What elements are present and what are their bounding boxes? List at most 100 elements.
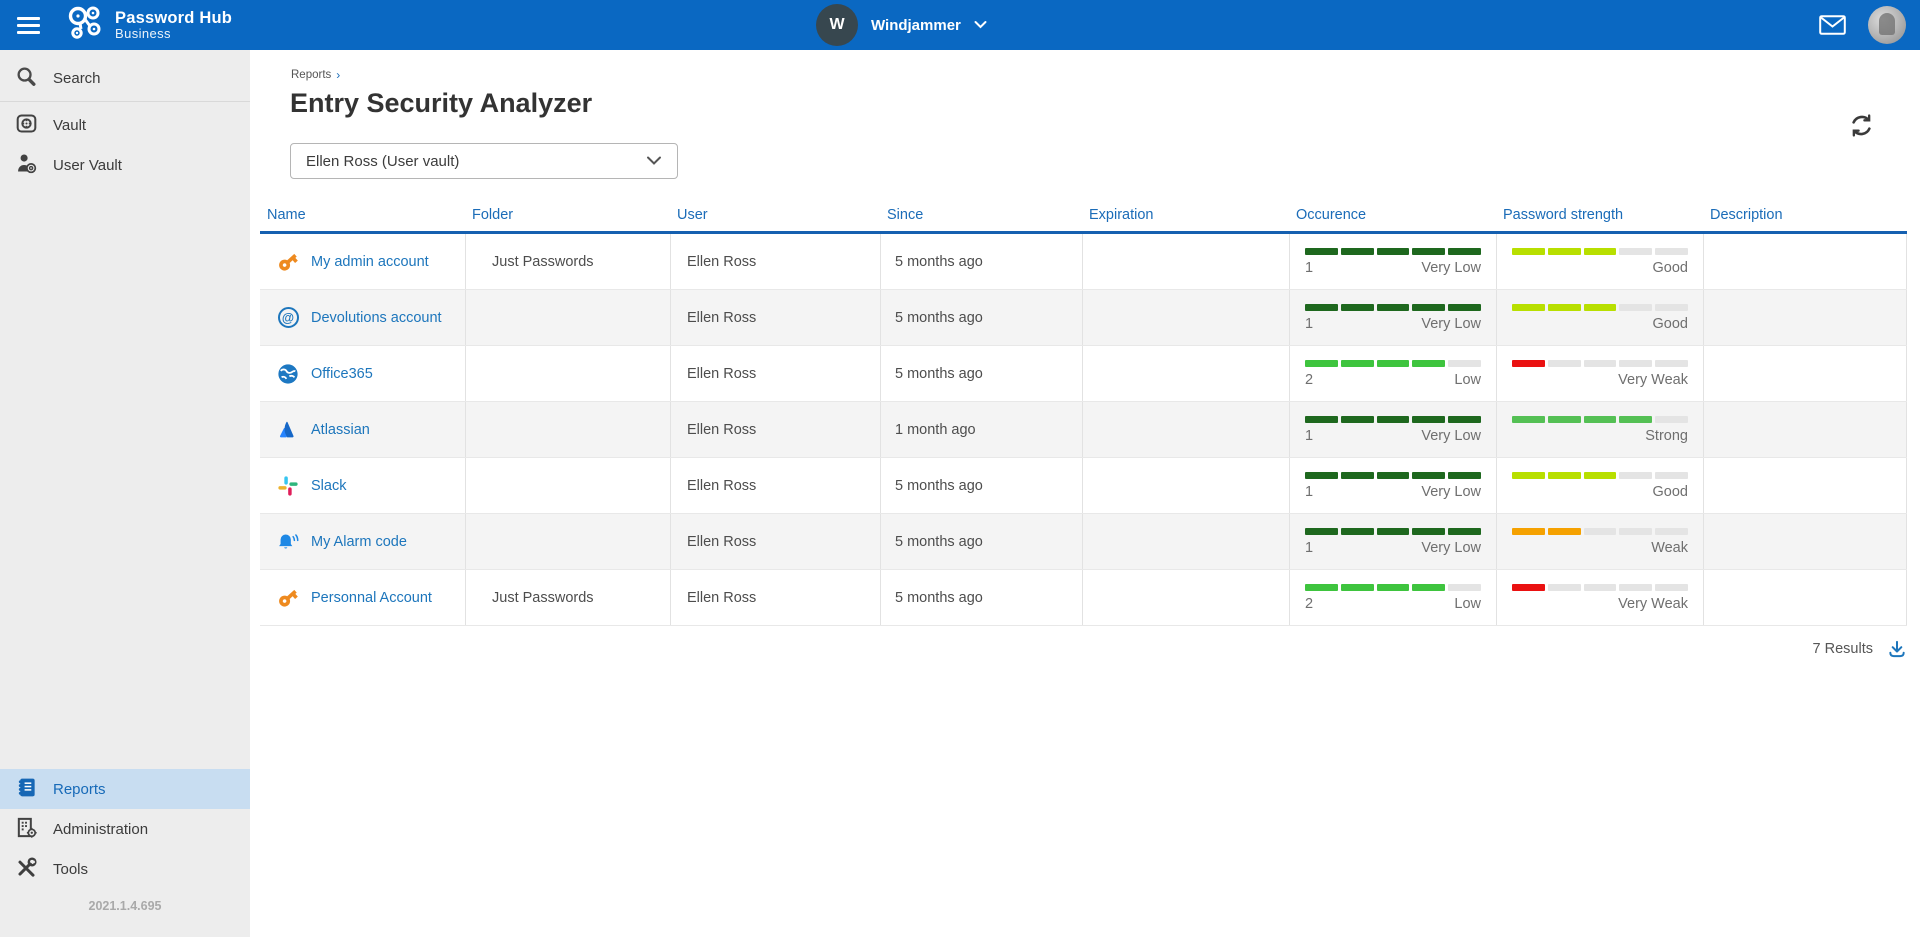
devolutions-icon: @	[277, 307, 299, 329]
occurrence-count: 1	[1305, 317, 1313, 332]
refresh-icon[interactable]	[1848, 112, 1875, 144]
password-strength-bar	[1512, 416, 1688, 423]
vault-selector-dropdown[interactable]: Ellen Ross (User vault)	[290, 143, 678, 179]
breadcrumb-reports-link[interactable]: Reports	[291, 69, 331, 81]
table-header-row: Name Folder User Since Expiration Occure…	[260, 201, 1907, 234]
occurrence-bar	[1305, 584, 1481, 591]
sidebar: Search Vault User Vault Reports	[0, 50, 250, 937]
results-count: 7 Results	[1813, 641, 1873, 657]
description-cell	[1703, 402, 1907, 457]
occurrence-level: Very Low	[1421, 429, 1481, 444]
user-avatar[interactable]	[1868, 6, 1906, 44]
chevron-down-icon	[646, 153, 662, 170]
column-header-since[interactable]: Since	[880, 201, 1082, 231]
description-cell	[1703, 514, 1907, 569]
description-cell	[1703, 458, 1907, 513]
table-row: Personnal Account Just Passwords Ellen R…	[260, 570, 1907, 626]
folder-cell	[465, 290, 670, 345]
entry-name-link[interactable]: My admin account	[311, 254, 429, 270]
sidebar-item-label: Reports	[53, 781, 106, 798]
slack-icon	[277, 475, 299, 497]
occurrence-bar	[1305, 248, 1481, 255]
password-strength-bar	[1512, 304, 1688, 311]
user-cell: Ellen Ross	[670, 570, 880, 625]
entry-name-link[interactable]: My Alarm code	[311, 534, 407, 550]
sidebar-item-administration[interactable]: Administration	[0, 809, 250, 849]
since-cell: 5 months ago	[880, 514, 1082, 569]
occurrence-count: 1	[1305, 429, 1313, 444]
entry-name-link[interactable]: Devolutions account	[311, 310, 442, 326]
workspace-avatar: W	[816, 4, 858, 46]
occurrence-cell: 1 Very Low	[1289, 290, 1496, 345]
occurrence-count: 2	[1305, 373, 1313, 388]
key-icon	[277, 587, 299, 609]
occurrence-bar	[1305, 472, 1481, 479]
sidebar-item-search[interactable]: Search	[0, 58, 250, 98]
occurrence-cell: 1 Very Low	[1289, 514, 1496, 569]
main-content: Reports › Entry Security Analyzer Ellen …	[250, 50, 1920, 937]
entry-name-link[interactable]: Atlassian	[311, 422, 370, 438]
occurrence-cell: 2 Low	[1289, 570, 1496, 625]
table-row: @ Devolutions account Ellen Ross 5 month…	[260, 290, 1907, 346]
column-header-password-strength[interactable]: Password strength	[1496, 201, 1703, 231]
app-logo: Password Hub Business	[64, 3, 232, 48]
expiration-cell	[1082, 234, 1289, 289]
download-icon[interactable]	[1887, 639, 1907, 659]
mail-icon[interactable]	[1819, 15, 1846, 35]
chevron-down-icon	[974, 16, 987, 34]
occurrence-count: 1	[1305, 485, 1313, 500]
occurrence-count: 1	[1305, 541, 1313, 556]
occurrence-bar	[1305, 528, 1481, 535]
column-header-occurence[interactable]: Occurence	[1289, 201, 1496, 231]
password-strength-level: Good	[1653, 317, 1688, 332]
occurrence-level: Low	[1454, 373, 1481, 388]
column-header-user[interactable]: User	[670, 201, 880, 231]
password-strength-level: Very Weak	[1618, 597, 1688, 612]
occurrence-level: Very Low	[1421, 485, 1481, 500]
hamburger-menu-icon[interactable]	[0, 0, 56, 50]
expiration-cell	[1082, 346, 1289, 401]
workspace-selector[interactable]: W Windjammer	[816, 0, 987, 50]
top-bar: Password Hub Business W Windjammer	[0, 0, 1920, 50]
occurrence-bar	[1305, 360, 1481, 367]
entry-name-link[interactable]: Personnal Account	[311, 590, 432, 606]
column-header-expiration[interactable]: Expiration	[1082, 201, 1289, 231]
column-header-description[interactable]: Description	[1703, 201, 1907, 231]
occurrence-level: Very Low	[1421, 317, 1481, 332]
entry-name-link[interactable]: Office365	[311, 366, 373, 382]
password-strength-cell: Weak	[1496, 514, 1703, 569]
sidebar-item-tools[interactable]: Tools	[0, 849, 250, 889]
description-cell	[1703, 570, 1907, 625]
column-header-name[interactable]: Name	[260, 201, 465, 231]
since-cell: 5 months ago	[880, 290, 1082, 345]
description-cell	[1703, 290, 1907, 345]
workspace-name: Windjammer	[871, 17, 961, 34]
atlassian-icon	[277, 419, 299, 441]
password-strength-level: Strong	[1645, 429, 1688, 444]
breadcrumb: Reports ›	[291, 68, 1908, 82]
user-cell: Ellen Ross	[670, 402, 880, 457]
app-subtitle: Business	[115, 27, 232, 41]
entry-name-link[interactable]: Slack	[311, 478, 346, 494]
occurrence-bar	[1305, 304, 1481, 311]
column-header-folder[interactable]: Folder	[465, 201, 670, 231]
user-cell: Ellen Ross	[670, 234, 880, 289]
password-strength-cell: Very Weak	[1496, 570, 1703, 625]
password-strength-bar	[1512, 248, 1688, 255]
expiration-cell	[1082, 290, 1289, 345]
sidebar-item-reports[interactable]: Reports	[0, 769, 250, 809]
sidebar-item-label: Administration	[53, 821, 148, 838]
expiration-cell	[1082, 514, 1289, 569]
sidebar-item-vault[interactable]: Vault	[0, 105, 250, 145]
vault-icon	[15, 112, 38, 139]
sidebar-item-user-vault[interactable]: User Vault	[0, 145, 250, 185]
table-row: My Alarm code Ellen Ross 5 months ago 1 …	[260, 514, 1907, 570]
occurrence-cell: 1 Very Low	[1289, 458, 1496, 513]
expiration-cell	[1082, 570, 1289, 625]
password-strength-level: Weak	[1651, 541, 1688, 556]
occurrence-level: Very Low	[1421, 261, 1481, 276]
tools-icon	[15, 856, 38, 883]
password-strength-cell: Good	[1496, 234, 1703, 289]
sidebar-item-label: User Vault	[53, 157, 122, 174]
password-strength-bar	[1512, 360, 1688, 367]
